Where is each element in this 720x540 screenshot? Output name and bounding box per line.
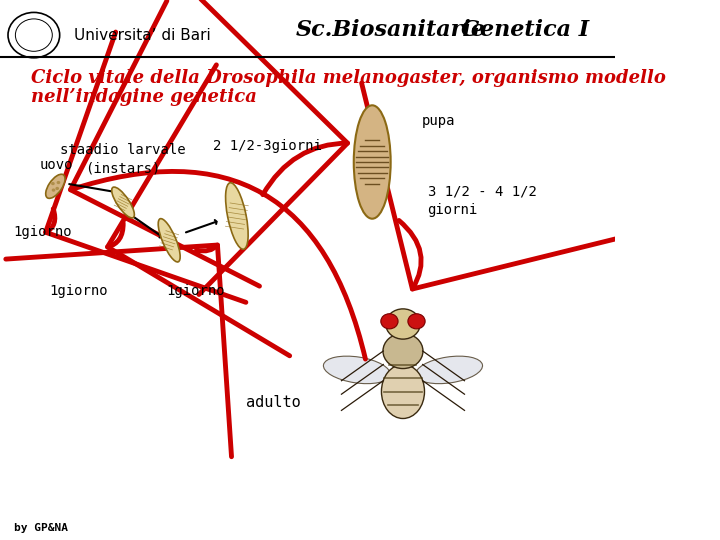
Ellipse shape	[112, 187, 135, 218]
Ellipse shape	[383, 333, 423, 368]
Text: nell’indagine genetica: nell’indagine genetica	[31, 88, 256, 106]
Circle shape	[386, 309, 420, 339]
Circle shape	[52, 188, 55, 192]
FancyArrowPatch shape	[71, 1, 366, 359]
Text: pupa: pupa	[421, 114, 455, 129]
Text: 2 1/2-3giorni: 2 1/2-3giorni	[213, 139, 322, 153]
Text: staadio larvale
(instars): staadio larvale (instars)	[60, 143, 186, 176]
Circle shape	[55, 187, 59, 190]
Text: Universita’ di Bari: Universita’ di Bari	[74, 28, 210, 43]
Ellipse shape	[323, 356, 390, 383]
Text: 3 1/2 - 4 1/2
giorni: 3 1/2 - 4 1/2 giorni	[428, 185, 536, 217]
FancyArrowPatch shape	[196, 0, 348, 294]
Circle shape	[51, 182, 55, 185]
FancyArrowPatch shape	[45, 32, 246, 302]
Ellipse shape	[354, 105, 391, 219]
Ellipse shape	[415, 356, 482, 383]
Text: 1giorno: 1giorno	[166, 284, 225, 298]
Ellipse shape	[45, 174, 65, 198]
Text: adulto: adulto	[246, 395, 301, 410]
Text: by GP&NA: by GP&NA	[14, 523, 68, 533]
Text: Genetica I: Genetica I	[462, 19, 590, 40]
Text: 1giorno: 1giorno	[50, 284, 108, 298]
Ellipse shape	[158, 219, 180, 262]
Text: Ciclo vitale della Drosophila melanogaster, organismo modello: Ciclo vitale della Drosophila melanogast…	[31, 69, 665, 87]
Circle shape	[381, 314, 398, 329]
Text: uovo: uovo	[40, 158, 73, 172]
Ellipse shape	[225, 183, 248, 249]
Text: 1giorno: 1giorno	[14, 225, 72, 239]
Circle shape	[57, 181, 60, 184]
FancyArrowPatch shape	[6, 245, 232, 457]
Text: Sc.Biosanitarie: Sc.Biosanitarie	[295, 19, 485, 40]
FancyArrowPatch shape	[107, 65, 289, 356]
Circle shape	[408, 314, 425, 329]
Ellipse shape	[382, 364, 425, 418]
FancyArrowPatch shape	[361, 83, 618, 289]
